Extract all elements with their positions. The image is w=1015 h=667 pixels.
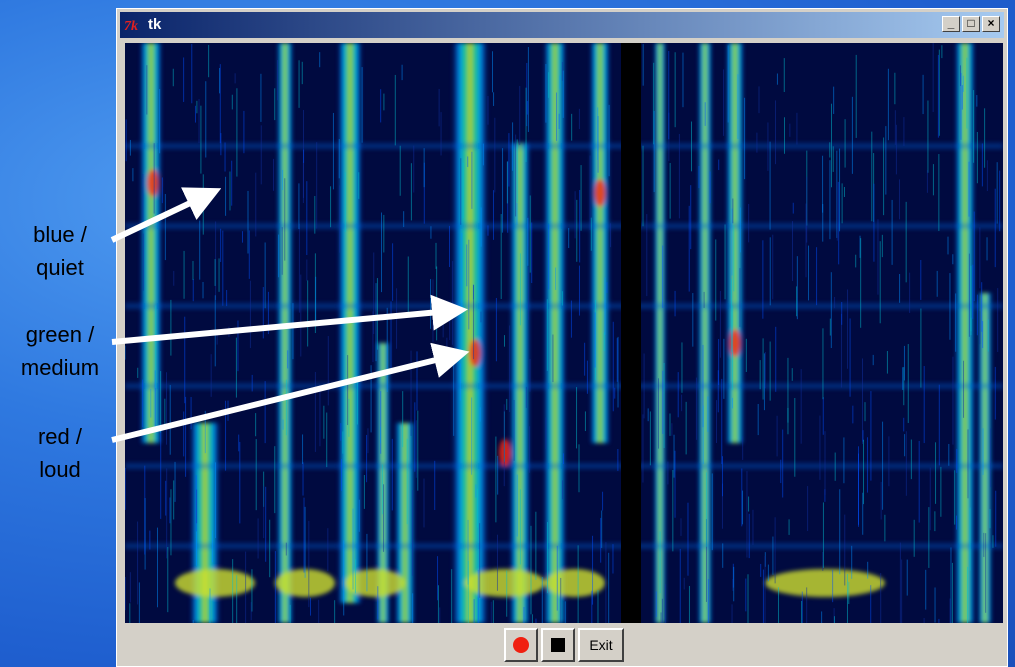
exit-button[interactable]: Exit xyxy=(578,628,624,662)
texture xyxy=(654,43,666,623)
tk-icon: 7k xyxy=(124,19,138,34)
annotation: green / medium xyxy=(0,318,120,384)
maximize-button[interactable]: □ xyxy=(962,16,980,32)
texture xyxy=(338,43,362,603)
texture xyxy=(765,569,885,597)
texture xyxy=(544,43,566,623)
texture xyxy=(499,439,511,467)
texture xyxy=(125,303,1003,309)
annotation-line: quiet xyxy=(36,255,84,280)
annotation-line: blue / xyxy=(33,222,87,247)
texture xyxy=(147,169,159,197)
record-button[interactable] xyxy=(504,628,538,662)
texture xyxy=(729,329,741,357)
annotation-line: medium xyxy=(20,355,100,380)
window-title: tk xyxy=(148,16,162,33)
close-button[interactable]: × xyxy=(982,16,1000,32)
annotation: red / loud xyxy=(0,420,120,486)
annotation: blue / quiet xyxy=(0,218,120,284)
stop-icon xyxy=(551,638,565,652)
stop-button[interactable] xyxy=(541,628,575,662)
texture xyxy=(125,543,1003,549)
texture xyxy=(465,569,545,597)
annotation-line: green / xyxy=(25,322,95,347)
annotation-line: red / xyxy=(37,424,83,449)
texture xyxy=(125,463,1003,469)
record-icon xyxy=(513,637,529,653)
svg-text:7k: 7k xyxy=(124,19,138,34)
texture xyxy=(452,43,488,623)
texture xyxy=(125,143,1003,149)
texture xyxy=(594,179,606,207)
spectrogram xyxy=(125,43,1003,623)
texture xyxy=(345,569,405,597)
texture xyxy=(275,569,335,597)
texture xyxy=(955,43,975,623)
window: 7k tk _ □ × Exit xyxy=(116,8,1008,667)
texture xyxy=(978,293,992,623)
title-bar: 7k tk _ □ × xyxy=(120,12,1004,38)
texture xyxy=(125,223,1003,229)
texture xyxy=(395,423,415,623)
minimize-button[interactable]: _ xyxy=(942,16,960,32)
texture xyxy=(545,569,605,597)
texture xyxy=(175,569,255,597)
texture xyxy=(469,339,481,367)
texture xyxy=(125,383,1003,389)
silence-gap xyxy=(621,43,641,623)
texture xyxy=(277,43,293,623)
texture xyxy=(698,43,712,623)
annotation-line: loud xyxy=(39,457,81,482)
